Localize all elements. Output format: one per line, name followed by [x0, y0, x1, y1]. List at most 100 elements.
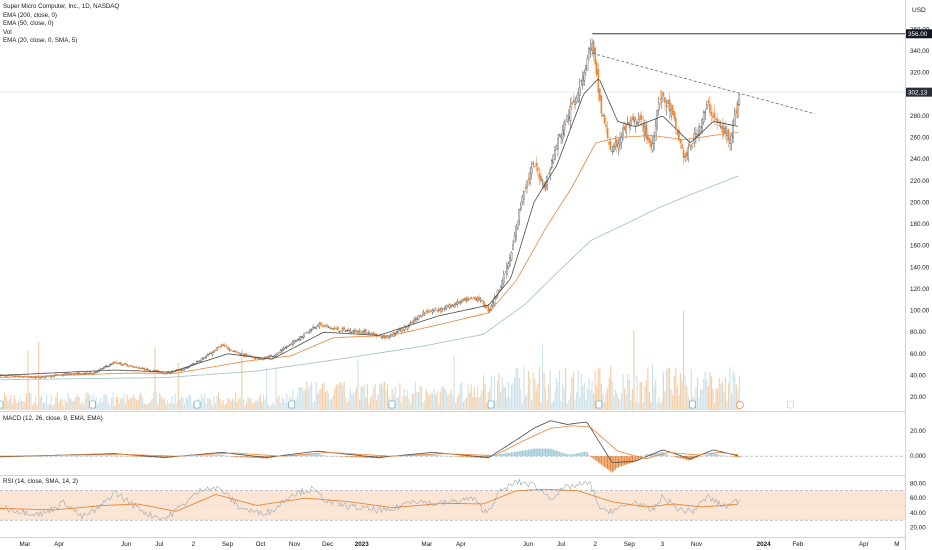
candle-body: [352, 330, 355, 332]
candle: [268, 354, 271, 359]
candle: [437, 307, 440, 313]
candle-body: [521, 196, 524, 203]
volume-bar: [151, 398, 153, 410]
volume-bar: [363, 384, 365, 410]
candle: [106, 364, 108, 368]
candle-body: [679, 139, 682, 144]
macd-histogram-bar: [416, 455, 418, 457]
volume-bar: [258, 397, 260, 410]
macd-histogram-bar: [346, 456, 348, 457]
candle-body: [313, 327, 316, 329]
macd-histogram-bar: [427, 454, 429, 457]
volume-bar: [191, 405, 193, 410]
candle: [365, 328, 367, 335]
candle: [31, 377, 34, 379]
candle: [233, 350, 235, 353]
volume-bar: [651, 363, 654, 410]
macd-histogram-bar: [459, 456, 461, 457]
volume-bar: [55, 397, 57, 410]
volume-bar: [589, 390, 592, 410]
volume-bar: [667, 367, 669, 410]
candle-body: [685, 152, 688, 157]
candle: [369, 332, 372, 335]
volume-bar: [673, 376, 675, 410]
volume-bar: [698, 397, 700, 410]
macd-histogram-bar: [323, 455, 325, 457]
candle-body: [569, 106, 572, 122]
volume-bar: [28, 392, 31, 410]
candle: [504, 270, 507, 274]
volume-bar: [250, 398, 252, 410]
volume-bar: [332, 394, 334, 410]
volume-bar: [562, 383, 564, 410]
volume-bar: [417, 392, 420, 410]
candle: [146, 367, 149, 370]
volume-bar: [670, 389, 672, 410]
candle-body: [65, 373, 68, 376]
volume-bar: [407, 390, 409, 410]
macd-histogram-bar: [596, 456, 598, 462]
macd-histogram-bar: [627, 456, 629, 465]
candle: [520, 201, 522, 212]
candle: [84, 372, 87, 375]
macd-histogram-bar: [540, 448, 542, 457]
candle-body: [234, 351, 237, 353]
macd-histogram-bar: [472, 456, 474, 458]
candle-body: [619, 138, 621, 146]
macd-histogram-bar: [617, 456, 620, 468]
candle: [451, 304, 454, 307]
earnings-marker: [89, 400, 96, 409]
candle-body: [126, 364, 128, 367]
rsi-tick-label: 20.00: [910, 525, 926, 532]
candle: [464, 296, 466, 302]
candle-body: [315, 326, 318, 329]
volume-bar: [717, 388, 719, 410]
volume-bar: [204, 393, 206, 410]
volume-bar: [42, 402, 44, 410]
volume-bar: [622, 374, 624, 410]
candle-body: [321, 324, 324, 327]
candle-body: [602, 115, 604, 117]
candle: [330, 327, 333, 330]
volume-bar: [275, 366, 277, 410]
volume-bar: [50, 395, 52, 410]
volume-bar: [628, 380, 630, 410]
macd-histogram-bar: [582, 452, 584, 457]
macd-histogram-bar: [529, 449, 531, 457]
volume-bar: [4, 392, 6, 410]
candle-body: [702, 112, 705, 123]
candle: [284, 345, 287, 349]
volume-bar: [168, 403, 170, 410]
candle-body: [687, 147, 689, 161]
candle: [578, 78, 581, 105]
volume-bar: [467, 383, 469, 410]
candle: [547, 172, 550, 175]
ema-mid-line: [0, 132, 739, 378]
candle: [617, 138, 620, 156]
candle-body: [667, 100, 669, 104]
price-tick-label: 220.00: [910, 178, 930, 185]
candle: [564, 118, 567, 131]
candle-body: [560, 135, 562, 138]
volume-bar: [73, 400, 75, 410]
candle: [654, 118, 657, 141]
volume-bar: [188, 393, 190, 410]
candle: [301, 335, 304, 339]
volume-bar: [538, 367, 540, 410]
macd-histogram-bar: [602, 456, 604, 466]
high-level-label-bg: [906, 29, 932, 39]
volume-bar: [16, 403, 18, 410]
candle: [282, 346, 285, 352]
macd-histogram-bar: [213, 455, 215, 457]
macd-histogram-bar: [624, 456, 626, 466]
candle: [679, 139, 682, 149]
macd-histogram-bar: [545, 448, 547, 457]
candle-body: [85, 372, 88, 374]
macd-histogram-bar: [558, 451, 561, 457]
candle-body: [299, 336, 302, 340]
candle-body: [87, 373, 90, 375]
rsi-pane-label: RSI (14, close, SMA, 14, 2): [3, 478, 78, 485]
volume-bar: [224, 405, 226, 410]
time-tick-label: Jun: [121, 541, 132, 548]
